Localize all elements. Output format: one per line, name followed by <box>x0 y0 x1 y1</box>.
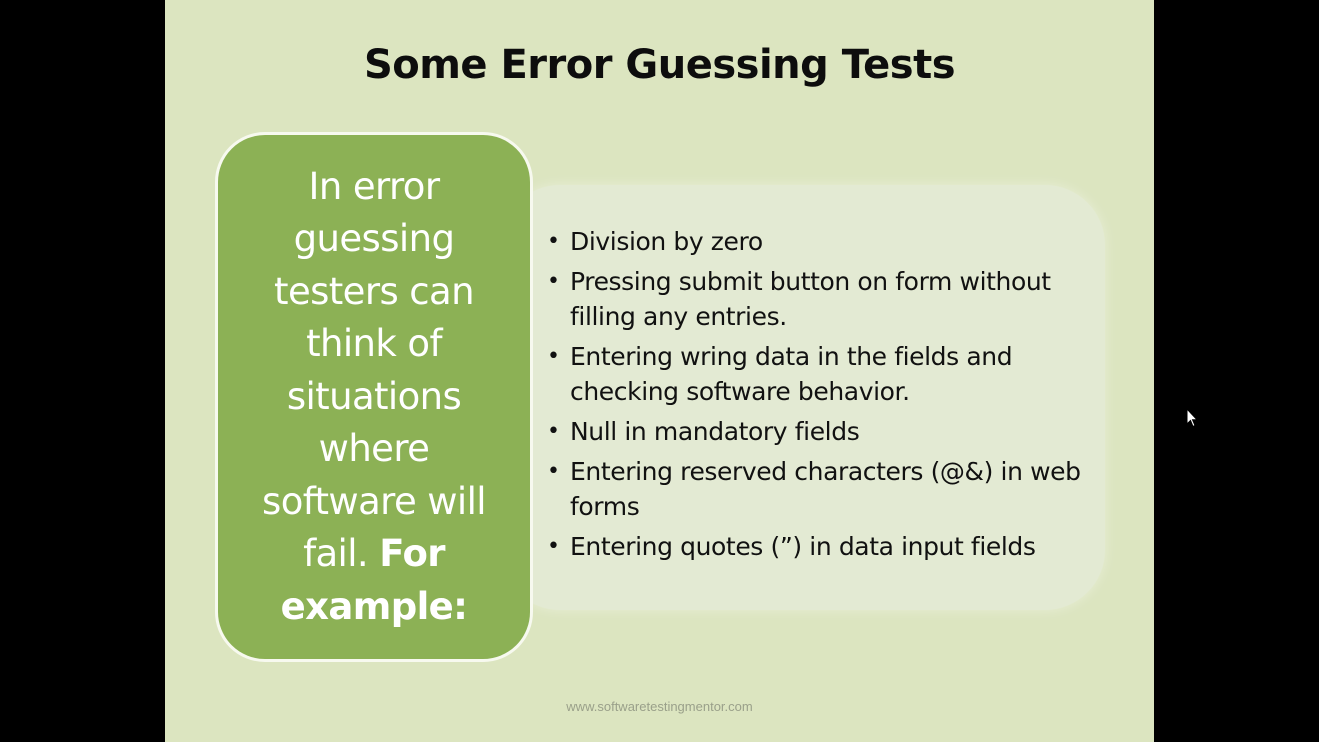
slide-title: Some Error Guessing Tests <box>363 42 956 88</box>
presentation-slide: Some Error Guessing Tests In error guess… <box>165 0 1154 742</box>
intro-text-block: In error guessing testers can think of s… <box>239 161 509 634</box>
bullet-text: Pressing submit button on form without f… <box>570 267 1051 331</box>
bullet-dot-icon: • <box>547 269 560 294</box>
bullet-dot-icon: • <box>547 344 560 369</box>
list-item: • Pressing submit button on form without… <box>545 264 1085 334</box>
list-item: • Entering wring data in the fields and … <box>545 339 1085 409</box>
bullet-text: Division by zero <box>570 227 763 256</box>
footer-url: www.softwaretestingmentor.com <box>566 699 753 714</box>
bullet-text: Entering quotes (”) in data input fields <box>570 532 1036 561</box>
bullet-dot-icon: • <box>547 229 560 254</box>
bullet-dot-icon: • <box>547 419 560 444</box>
list-item: • Entering reserved characters (@&) in w… <box>545 454 1085 524</box>
bullet-text: Null in mandatory fields <box>570 417 860 446</box>
bullet-dot-icon: • <box>547 534 560 559</box>
intro-box: In error guessing testers can think of s… <box>215 132 533 662</box>
list-item: • Division by zero <box>545 224 1085 259</box>
bullet-dot-icon: • <box>547 459 560 484</box>
list-item: • Null in mandatory fields <box>545 414 1085 449</box>
bullet-text: Entering wring data in the fields and ch… <box>570 342 1013 406</box>
bullet-text: Entering reserved characters (@&) in web… <box>570 457 1081 521</box>
intro-emphasis: For example: <box>280 532 468 628</box>
intro-text: In error guessing testers can think of s… <box>262 164 487 576</box>
bullet-list: • Division by zero • Pressing submit but… <box>545 224 1085 569</box>
mouse-pointer-icon <box>1186 408 1198 428</box>
bullet-panel <box>500 185 1105 610</box>
list-item: • Entering quotes (”) in data input fiel… <box>545 529 1085 564</box>
